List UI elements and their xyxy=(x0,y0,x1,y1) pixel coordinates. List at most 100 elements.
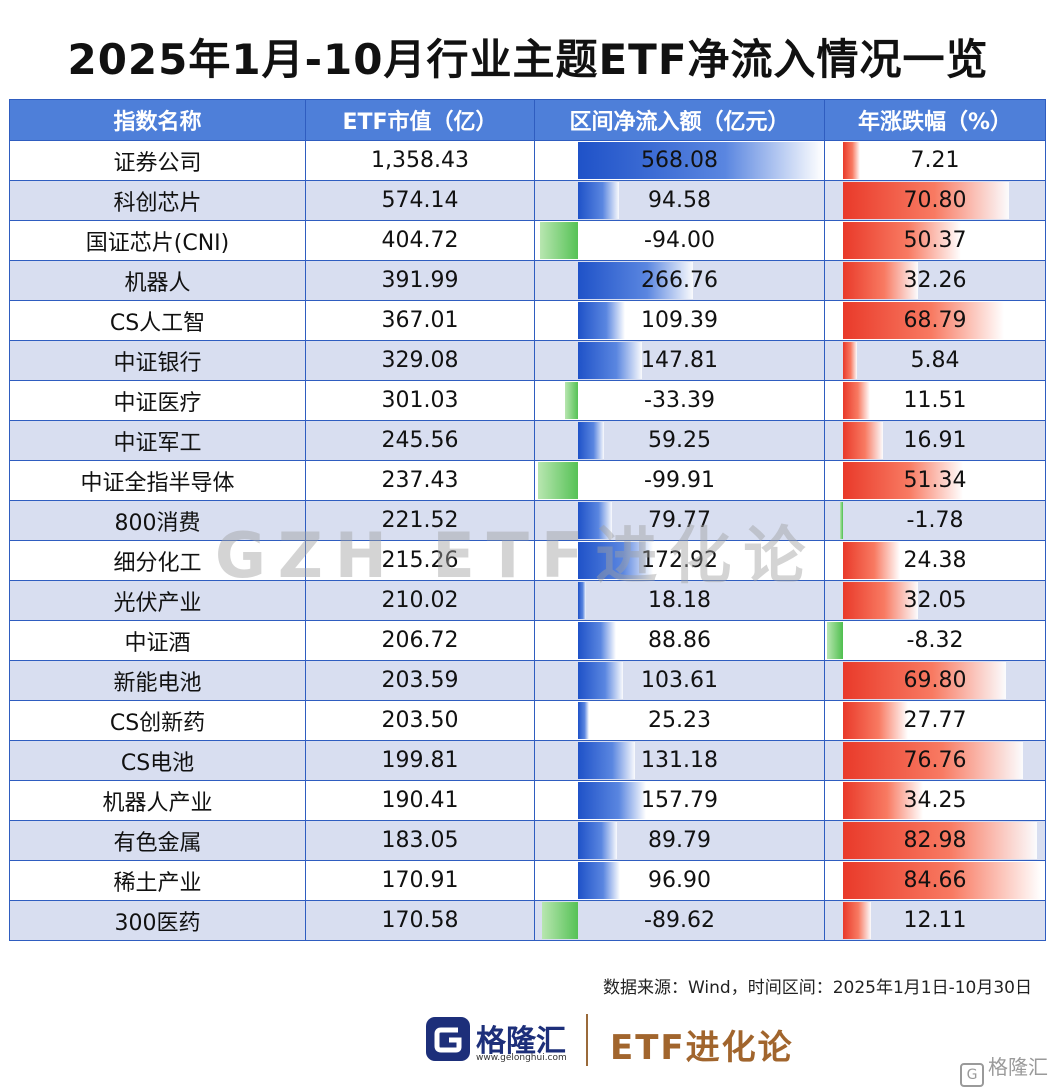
index-name-cell: 光伏产业 xyxy=(9,580,306,621)
table-row: 国证芯片(CNI) 404.72 -94.00 50.37 xyxy=(9,220,1046,261)
annual-change-value: 82.98 xyxy=(903,828,967,853)
table-row: CS电池 199.81 131.18 76.76 xyxy=(9,740,1046,781)
annual-change-value: 69.80 xyxy=(903,668,967,693)
index-name-cell: 证券公司 xyxy=(9,140,306,181)
index-name-cell: 有色金属 xyxy=(9,820,306,861)
net-inflow-cell: -94.00 xyxy=(534,220,825,261)
footer: 格隆汇 www.gelonghui.com ETF进化论 xyxy=(0,1010,1056,1070)
net-inflow-cell: 79.77 xyxy=(534,500,825,541)
annual-change-value: 32.26 xyxy=(903,268,967,293)
net-inflow-bar xyxy=(578,622,617,659)
annual-change-cell: 32.26 xyxy=(824,260,1046,301)
table-row: 中证酒 206.72 88.86 -8.32 xyxy=(9,620,1046,661)
table-row: 稀土产业 170.91 96.90 84.66 xyxy=(9,860,1046,901)
net-inflow-cell: 88.86 xyxy=(534,620,825,661)
footer-divider xyxy=(586,1014,588,1066)
index-name-cell: 中证全指半导体 xyxy=(9,460,306,501)
net-inflow-bar xyxy=(564,382,578,419)
market-cap-cell: 574.14 xyxy=(305,180,535,221)
logo-name: 格隆汇 xyxy=(476,1024,566,1059)
header-annual-change: 年涨跌幅（%） xyxy=(824,99,1046,141)
net-inflow-bar xyxy=(540,222,578,259)
index-name-cell: CS人工智 xyxy=(9,300,306,341)
annual-change-cell: 16.91 xyxy=(824,420,1046,461)
annual-change-bar xyxy=(843,822,1038,859)
annual-change-cell: 24.38 xyxy=(824,540,1046,581)
net-inflow-bar xyxy=(578,142,823,179)
header-net-inflow: 区间净流入额（亿元） xyxy=(534,99,825,141)
annual-change-cell: 11.51 xyxy=(824,380,1046,421)
market-cap-cell: 170.58 xyxy=(305,900,535,941)
net-inflow-bar xyxy=(578,422,604,459)
net-inflow-value: 59.25 xyxy=(648,428,711,453)
market-cap-cell: 391.99 xyxy=(305,260,535,301)
index-name-cell: 300医药 xyxy=(9,900,306,941)
annual-change-value: -8.32 xyxy=(906,628,964,653)
annual-change-cell: 76.76 xyxy=(824,740,1046,781)
market-cap-cell: 404.72 xyxy=(305,220,535,261)
market-cap-cell: 190.41 xyxy=(305,780,535,821)
net-inflow-value: 157.79 xyxy=(641,788,718,813)
net-inflow-bar xyxy=(578,582,586,619)
net-inflow-cell: 131.18 xyxy=(534,740,825,781)
corner-logo-icon: G xyxy=(960,1063,984,1087)
net-inflow-cell: -89.62 xyxy=(534,900,825,941)
header-index-name: 指数名称 xyxy=(9,99,306,141)
data-source-note: 数据来源：Wind，时间区间：2025年1月1日-10月30日 xyxy=(602,978,1032,998)
net-inflow-bar xyxy=(578,542,653,579)
net-inflow-value: -99.91 xyxy=(644,468,715,493)
table-row: CS人工智 367.01 109.39 68.79 xyxy=(9,300,1046,341)
annual-change-cell: 50.37 xyxy=(824,220,1046,261)
annual-change-value: 16.91 xyxy=(903,428,967,453)
annual-change-cell: 69.80 xyxy=(824,660,1046,701)
annual-change-bar xyxy=(843,782,924,819)
market-cap-cell: 221.52 xyxy=(305,500,535,541)
net-inflow-value: 89.79 xyxy=(648,828,711,853)
annual-change-value: 7.21 xyxy=(910,148,960,173)
net-inflow-bar xyxy=(578,502,613,539)
annual-change-value: 12.11 xyxy=(903,908,967,933)
net-inflow-cell: 59.25 xyxy=(534,420,825,461)
index-name-cell: 稀土产业 xyxy=(9,860,306,901)
table-row: 机器人产业 190.41 157.79 34.25 xyxy=(9,780,1046,821)
net-inflow-value: 25.23 xyxy=(648,708,711,733)
market-cap-cell: 329.08 xyxy=(305,340,535,381)
net-inflow-value: 147.81 xyxy=(641,348,718,373)
index-name-cell: CS创新药 xyxy=(9,700,306,741)
table-header-row: 指数名称 ETF市值（亿） 区间净流入额（亿元） 年涨跌幅（%） xyxy=(9,99,1046,141)
net-inflow-cell: 103.61 xyxy=(534,660,825,701)
table-row: 中证全指半导体 237.43 -99.91 51.34 xyxy=(9,460,1046,501)
index-name-cell: 国证芯片(CNI) xyxy=(9,220,306,261)
market-cap-cell: 199.81 xyxy=(305,740,535,781)
annual-change-bar xyxy=(843,862,1041,899)
net-inflow-value: 18.18 xyxy=(648,588,711,613)
net-inflow-cell: 147.81 xyxy=(534,340,825,381)
market-cap-cell: 210.02 xyxy=(305,580,535,621)
annual-change-cell: 68.79 xyxy=(824,300,1046,341)
annual-change-bar xyxy=(843,742,1023,779)
annual-change-cell: 32.05 xyxy=(824,580,1046,621)
market-cap-cell: 170.91 xyxy=(305,860,535,901)
net-inflow-value: 88.86 xyxy=(648,628,711,653)
market-cap-cell: 206.72 xyxy=(305,620,535,661)
index-name-cell: 中证酒 xyxy=(9,620,306,661)
net-inflow-value: 103.61 xyxy=(641,668,718,693)
net-inflow-value: -94.00 xyxy=(644,228,715,253)
annual-change-cell: 7.21 xyxy=(824,140,1046,181)
net-inflow-bar xyxy=(578,302,626,339)
annual-change-bar xyxy=(843,662,1007,699)
annual-change-bar xyxy=(843,582,918,619)
annual-change-bar xyxy=(843,182,1009,219)
brand-name: ETF进化论 xyxy=(610,1028,794,1068)
annual-change-cell: 70.80 xyxy=(824,180,1046,221)
annual-change-value: 11.51 xyxy=(903,388,967,413)
annual-change-value: 32.05 xyxy=(903,588,967,613)
annual-change-value: 84.66 xyxy=(903,868,967,893)
index-name-cell: 新能电池 xyxy=(9,660,306,701)
annual-change-cell: 12.11 xyxy=(824,900,1046,941)
table-row: 中证军工 245.56 59.25 16.91 xyxy=(9,420,1046,461)
table-row: 科创芯片 574.14 94.58 70.80 xyxy=(9,180,1046,221)
corner-watermark: G 格隆汇 xyxy=(960,1051,1048,1087)
net-inflow-value: -89.62 xyxy=(644,908,715,933)
annual-change-bar xyxy=(839,502,843,539)
